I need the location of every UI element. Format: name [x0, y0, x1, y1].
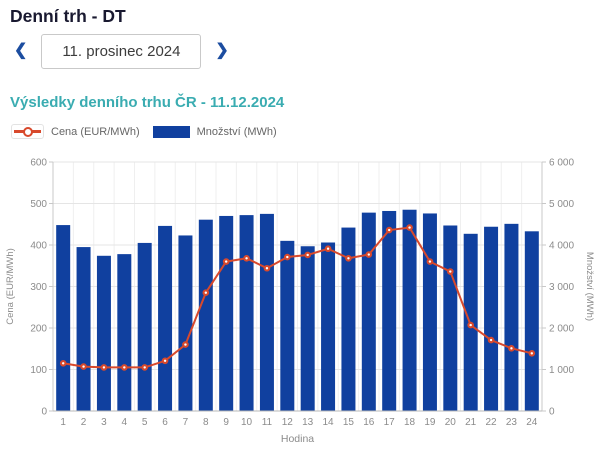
svg-text:5: 5 [142, 417, 148, 428]
svg-text:3: 3 [101, 417, 107, 428]
svg-text:0: 0 [549, 407, 555, 418]
svg-text:1: 1 [60, 417, 66, 428]
svg-text:2: 2 [81, 417, 87, 428]
svg-text:18: 18 [404, 417, 416, 428]
svg-text:6: 6 [162, 417, 168, 428]
legend-price-label: Cena (EUR/MWh) [51, 125, 140, 138]
svg-text:6 000: 6 000 [549, 158, 574, 169]
svg-text:19: 19 [424, 417, 436, 428]
svg-text:15: 15 [343, 417, 355, 428]
svg-text:8: 8 [203, 417, 209, 428]
svg-text:20: 20 [445, 417, 457, 428]
date-navigator: ❮ 11. prosinec 2024 ❯ [8, 33, 235, 69]
svg-text:23: 23 [506, 417, 518, 428]
svg-text:1 000: 1 000 [549, 365, 574, 376]
svg-text:21: 21 [465, 417, 477, 428]
price-volume-chart: 0 100 200 300 400 500 600 0 1 000 2 000 3 000 4 000… [5, 158, 595, 446]
svg-text:600: 600 [30, 158, 47, 169]
svg-text:4 000: 4 000 [549, 241, 574, 252]
svg-text:13: 13 [302, 417, 314, 428]
svg-text:14: 14 [323, 417, 335, 428]
page-title: Denní trh - DT [10, 6, 126, 26]
svg-text:100: 100 [30, 365, 47, 376]
legend-item-volume[interactable]: Množství (MWh) [140, 125, 277, 138]
svg-text:4: 4 [122, 417, 128, 428]
svg-text:2 000: 2 000 [549, 324, 574, 335]
svg-text:12: 12 [282, 417, 294, 428]
price-line-marker-icon [11, 124, 44, 139]
svg-text:7: 7 [183, 417, 189, 428]
legend-item-price[interactable]: Cena (EUR/MWh) [11, 124, 140, 139]
next-day-button[interactable]: ❯ [209, 39, 234, 63]
svg-text:0: 0 [41, 407, 47, 418]
date-input[interactable]: 11. prosinec 2024 [41, 33, 202, 69]
previous-day-button[interactable]: ❮ [8, 39, 33, 63]
chevron-left-icon: ❮ [14, 42, 28, 59]
date-value: 11. prosinec 2024 [62, 42, 181, 60]
svg-text:5 000: 5 000 [549, 199, 574, 210]
svg-text:Cena (EUR/MWh): Cena (EUR/MWh) [5, 248, 16, 325]
svg-text:16: 16 [363, 417, 375, 428]
svg-text:300: 300 [30, 282, 47, 293]
volume-bar-marker-icon [152, 125, 190, 138]
svg-text:10: 10 [241, 417, 253, 428]
legend-volume-label: Množství (MWh) [196, 125, 277, 138]
svg-text:11: 11 [262, 417, 273, 428]
svg-text:24: 24 [526, 417, 538, 428]
chevron-right-icon: ❯ [215, 42, 229, 59]
section-heading: Výsledky denního trhu ČR - 11.12.2024 [10, 94, 285, 111]
svg-text:200: 200 [30, 324, 47, 335]
svg-text:17: 17 [384, 417, 396, 428]
svg-text:9: 9 [223, 417, 229, 428]
svg-text:500: 500 [30, 199, 47, 210]
svg-text:Hodina: Hodina [281, 433, 314, 445]
svg-text:22: 22 [486, 417, 498, 428]
svg-text:3 000: 3 000 [549, 282, 574, 293]
chart-legend: Cena (EUR/MWh) Množství (MWh) [11, 124, 277, 139]
svg-text:400: 400 [30, 241, 47, 252]
svg-text:Množství (MWh): Množství (MWh) [584, 252, 595, 321]
